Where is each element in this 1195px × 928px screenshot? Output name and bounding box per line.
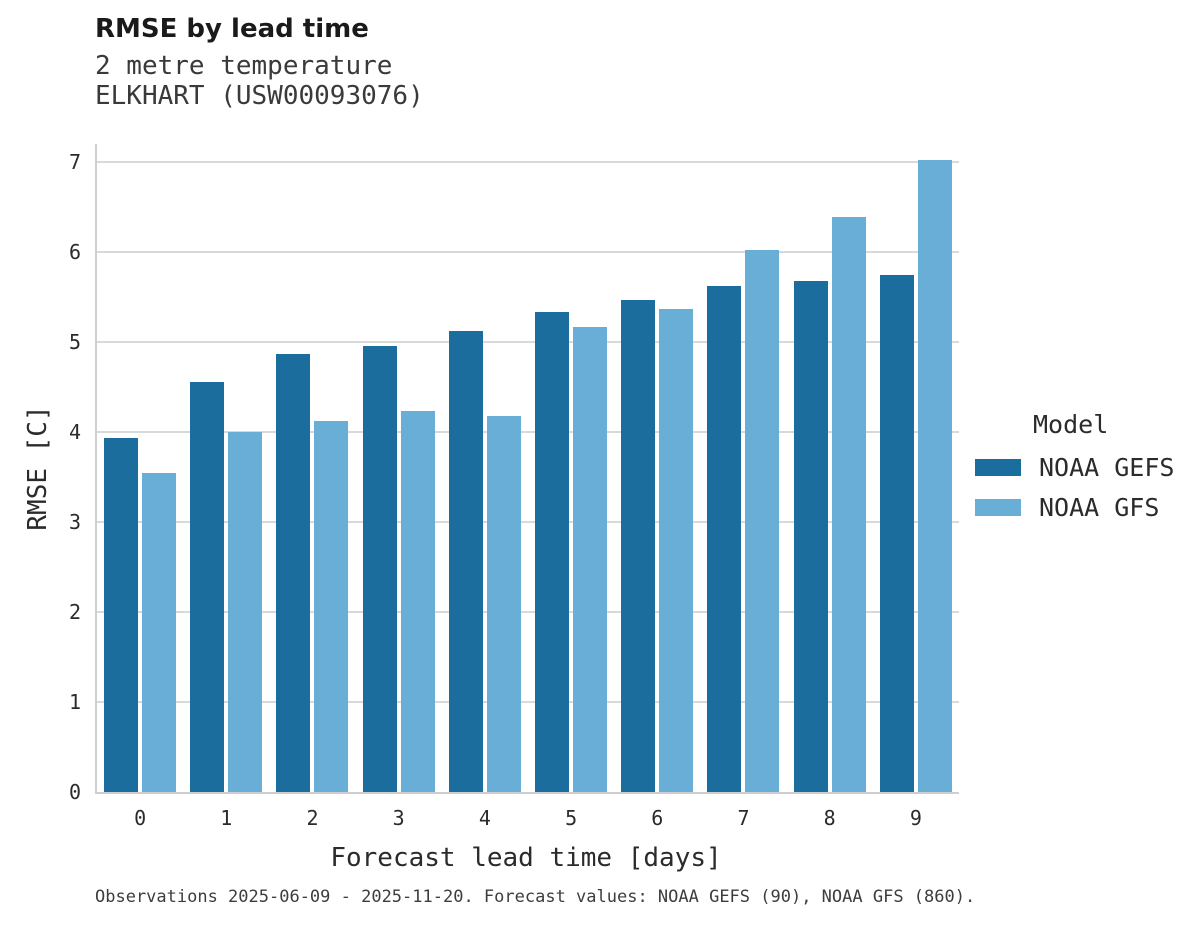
bar-noaa-gfs-lead-8 <box>831 216 866 792</box>
bar-noaa-gefs-lead-1 <box>190 381 225 792</box>
bar-noaa-gefs-lead-0 <box>104 438 139 792</box>
y-tick-label-3: 3 <box>68 510 81 534</box>
chart-subtitle-station: ELKHART (USW00093076) <box>95 81 424 111</box>
gridline-y-4 <box>97 431 959 433</box>
bar-group-lead-1 <box>183 144 269 792</box>
x-tick-label-0: 0 <box>134 806 147 830</box>
bar-noaa-gefs-lead-3 <box>362 345 397 792</box>
bar-group-lead-0 <box>97 144 183 792</box>
bar-group-lead-9 <box>873 144 959 792</box>
bar-noaa-gfs-lead-3 <box>400 411 435 792</box>
y-tick-label-2: 2 <box>68 600 81 624</box>
legend-swatch-noaa-gefs <box>975 459 1021 476</box>
legend-entry-noaa-gfs: NOAA GFS <box>975 493 1174 522</box>
x-tick-label-7: 7 <box>737 806 750 830</box>
gridline-y-2 <box>97 611 959 613</box>
bar-group-lead-3 <box>356 144 442 792</box>
x-tick-label-5: 5 <box>565 806 578 830</box>
bar-group-lead-6 <box>614 144 700 792</box>
footnote-caption: Observations 2025-06-09 - 2025-11-20. Fo… <box>95 887 976 907</box>
chart-title: RMSE by lead time <box>95 14 369 44</box>
x-tick-label-2: 2 <box>306 806 319 830</box>
bar-group-lead-4 <box>442 144 528 792</box>
legend-swatch-noaa-gfs <box>975 499 1021 516</box>
x-tick-label-3: 3 <box>392 806 405 830</box>
legend: Model NOAA GEFS NOAA GFS <box>975 410 1174 533</box>
y-tick-label-5: 5 <box>68 330 81 354</box>
bar-noaa-gefs-lead-7 <box>707 286 742 792</box>
x-tick-label-4: 4 <box>478 806 491 830</box>
gridline-y-5 <box>97 341 959 343</box>
bar-noaa-gfs-lead-7 <box>745 250 780 792</box>
header: RMSE by lead time 2 metre temperature EL… <box>95 14 424 111</box>
legend-title: Model <box>1033 410 1109 439</box>
gridline-y-3 <box>97 521 959 523</box>
bar-noaa-gefs-lead-6 <box>621 299 656 792</box>
bar-noaa-gefs-lead-2 <box>276 353 311 792</box>
y-axis-label: RMSE [C] <box>23 405 53 531</box>
y-tick-label-4: 4 <box>68 420 81 444</box>
plot-area: 0 1 2 3 4 5 6 7 0 1 2 3 4 5 6 7 8 9 <box>69 144 959 830</box>
gridline-y-7 <box>97 161 959 163</box>
x-tick-label-1: 1 <box>220 806 233 830</box>
bar-group-lead-5 <box>528 144 614 792</box>
y-tick-label-1: 1 <box>68 690 81 714</box>
bar-noaa-gfs-lead-0 <box>142 473 177 792</box>
legend-entry-noaa-gefs: NOAA GEFS <box>975 453 1174 482</box>
bar-group-lead-7 <box>700 144 786 792</box>
y-tick-label-0: 0 <box>68 780 81 804</box>
bar-group-lead-8 <box>787 144 873 792</box>
legend-label-noaa-gefs: NOAA GEFS <box>1039 453 1175 482</box>
bar-noaa-gfs-lead-9 <box>917 160 952 792</box>
gridline-y-6 <box>97 251 959 253</box>
bar-noaa-gefs-lead-5 <box>535 312 570 792</box>
x-tick-label-6: 6 <box>651 806 664 830</box>
bar-noaa-gefs-lead-9 <box>879 274 914 792</box>
y-tick-label-7: 7 <box>68 150 81 174</box>
x-axis-label: Forecast lead time [days] <box>330 843 722 873</box>
x-tick-label-8: 8 <box>823 806 836 830</box>
bar-noaa-gfs-lead-6 <box>659 308 694 792</box>
x-tick-label-9: 9 <box>909 806 922 830</box>
bar-group-lead-2 <box>269 144 355 792</box>
gridline-y-1 <box>97 701 959 703</box>
y-tick-label-6: 6 <box>68 240 81 264</box>
bar-noaa-gfs-lead-4 <box>486 415 521 792</box>
bar-noaa-gefs-lead-4 <box>448 331 483 792</box>
bar-noaa-gfs-lead-1 <box>228 432 263 792</box>
legend-label-noaa-gfs: NOAA GFS <box>1039 493 1160 522</box>
chart-subtitle-variable: 2 metre temperature <box>95 51 393 81</box>
bar-noaa-gefs-lead-8 <box>793 280 828 792</box>
bar-noaa-gfs-lead-5 <box>573 326 608 792</box>
bar-noaa-gfs-lead-2 <box>314 421 349 792</box>
